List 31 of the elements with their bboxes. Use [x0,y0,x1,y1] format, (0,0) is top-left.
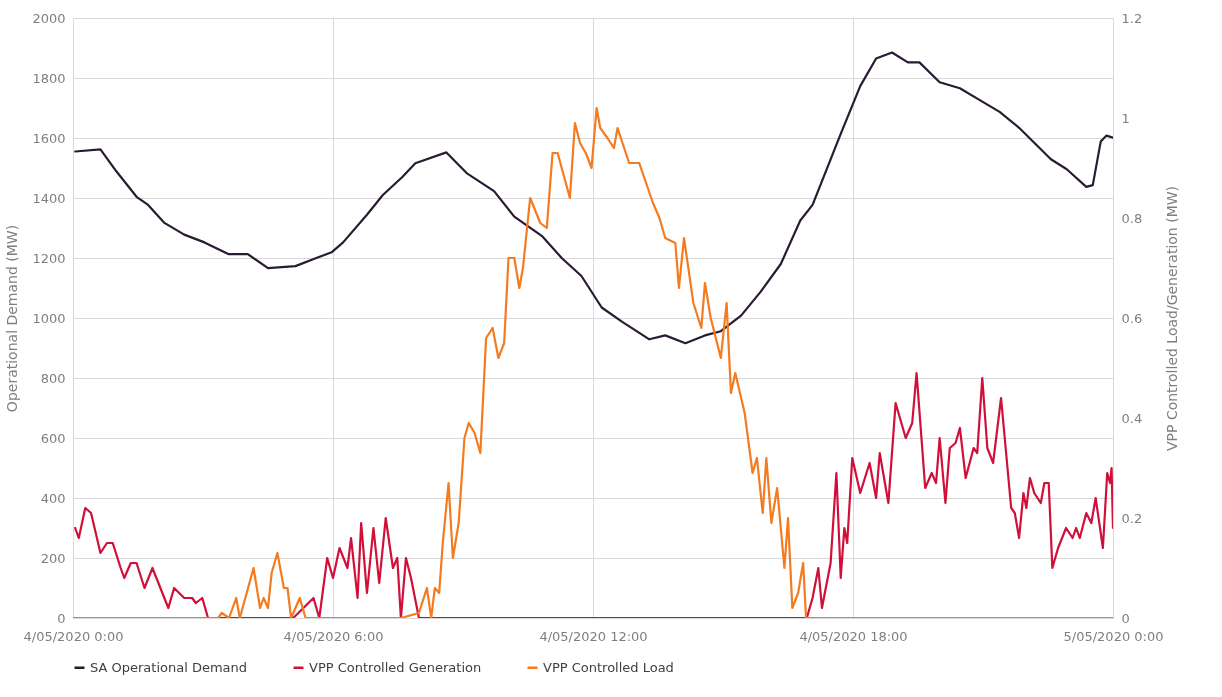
legend-label: VPP Controlled Load [543,659,674,675]
y2-tick-label: 0.6 [1121,310,1143,326]
legend-label: VPP Controlled Generation [309,659,482,675]
y-tick-label: 1600 [32,130,66,146]
y2-tick-label: 1.2 [1121,10,1143,26]
y2-tick-label: 0.2 [1121,510,1143,526]
y-tick-label: 400 [40,490,66,506]
y-tick-label: 0 [57,610,66,626]
line-series [74,51,1113,345]
x-tick-label: 4/05/2020 12:00 [539,628,648,644]
y-tick-label: 1000 [32,310,66,326]
y-tick-label: 1800 [32,70,66,86]
y2-axis-title: VPP Controlled Load/Generation (MW) [1164,185,1181,452]
x-tick-label: 5/05/2020 0:00 [1063,628,1164,644]
line-series [73,106,1113,618]
y2-tick-label: 0 [1121,610,1130,626]
x-tick-label: 4/05/2020 0:00 [23,628,124,644]
legend-label: SA Operational Demand [90,659,248,675]
y-tick-label: 1400 [32,190,66,206]
y2-tick-label: 0.8 [1121,210,1143,226]
y-tick-label: 200 [40,550,66,566]
line-series [74,371,1113,618]
y-tick-label: 1200 [32,250,66,266]
y-tick-label: 800 [40,370,66,386]
x-tick-label: 4/05/2020 18:00 [799,628,908,644]
y2-tick-label: 1 [1121,110,1130,126]
y2-tick-label: 0.4 [1121,410,1143,426]
y-tick-label: 600 [40,430,66,446]
y-tick-label: 2000 [32,10,66,26]
x-tick-label: 4/05/2020 6:00 [283,628,384,644]
y-axis-title: Operational Demand (MW) [4,224,21,413]
